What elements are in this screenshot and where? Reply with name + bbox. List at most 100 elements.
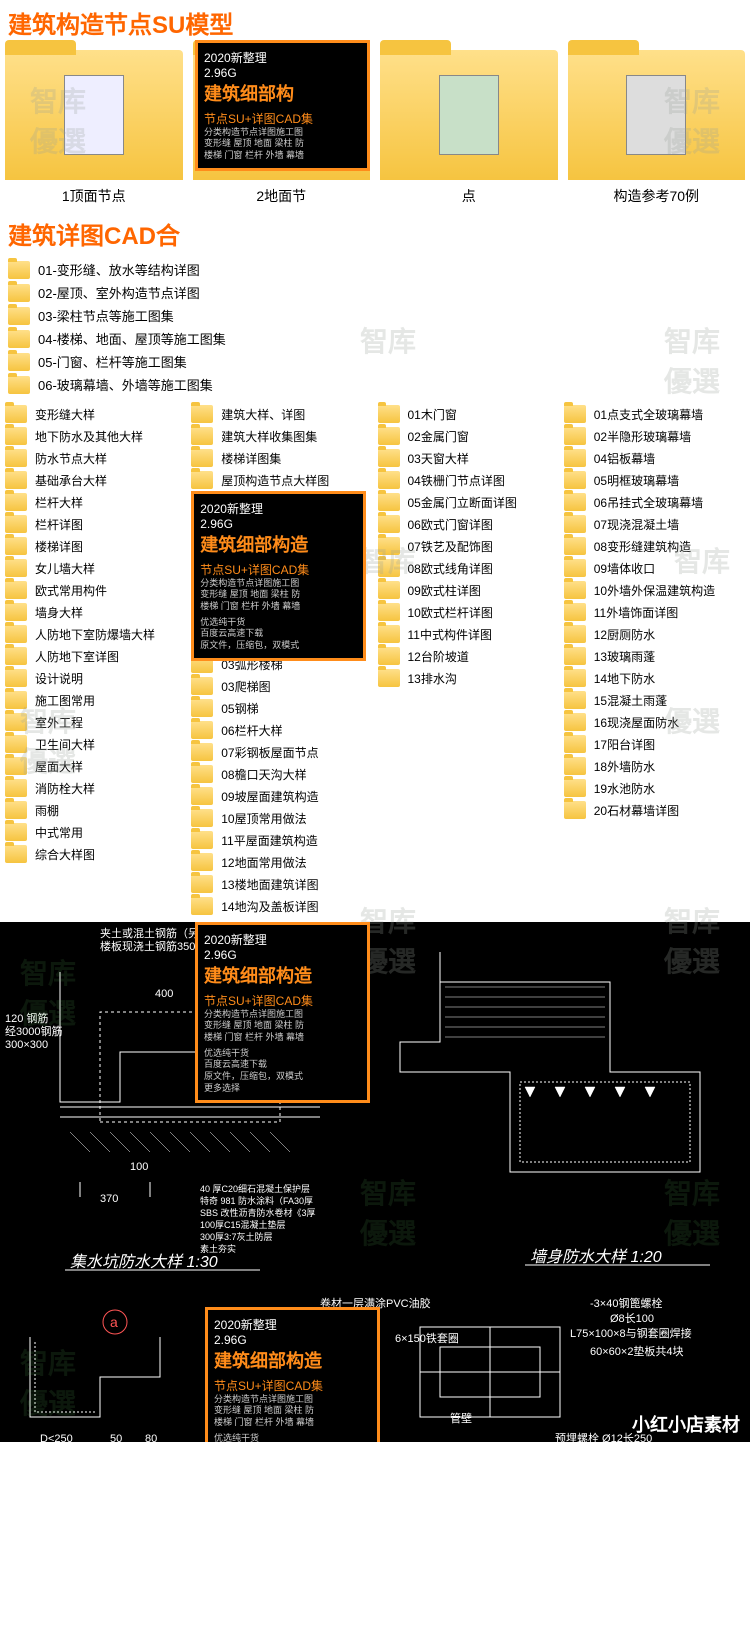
folder-item[interactable]: 屋顶构造节点大样图 xyxy=(191,469,372,491)
folder-item[interactable]: 06吊挂式全玻璃幕墙 xyxy=(564,491,745,513)
svg-text:管壁: 管壁 xyxy=(450,1411,472,1425)
folder-item[interactable]: 01木门窗 xyxy=(378,403,559,425)
folder-item[interactable]: 13排水沟 xyxy=(378,667,559,689)
folder-item[interactable]: 综合大样图 xyxy=(5,843,186,865)
folder-label: 11中式构件详图 xyxy=(408,626,492,643)
folder-item[interactable]: 12地面常用做法 xyxy=(191,851,372,873)
folder-item[interactable]: 人防地下室详图 xyxy=(5,645,186,667)
folder-item[interactable]: 欧式常用构件 xyxy=(5,579,186,601)
folder-item[interactable]: 17阳台详图 xyxy=(564,733,745,755)
folder-item[interactable]: 防水节点大样 xyxy=(5,447,186,469)
folder-item[interactable]: 01-变形缝、放水等结构详图 xyxy=(8,258,742,281)
folder-item[interactable]: 建筑大样、详图 xyxy=(191,403,372,425)
folder-icon xyxy=(5,515,27,533)
folder-item[interactable]: 02-屋顶、室外构造节点详图 xyxy=(8,281,742,304)
folder-icon xyxy=(378,471,400,489)
folder-item[interactable]: 10欧式栏杆详图 xyxy=(378,601,559,623)
folder-item[interactable]: 地下防水及其他大样 xyxy=(5,425,186,447)
folder-item[interactable]: 女儿墙大样 xyxy=(5,557,186,579)
folder-item[interactable]: 03爬梯图 xyxy=(191,675,372,697)
folder-item[interactable]: 10外墙外保温建筑构造 xyxy=(564,579,745,601)
folder-item[interactable]: 栏杆详图 xyxy=(5,513,186,535)
folder-item[interactable]: 06欧式门窗详图 xyxy=(378,513,559,535)
folder-item[interactable]: 屋面大样 xyxy=(5,755,186,777)
folder-item[interactable]: 19水池防水 xyxy=(564,777,745,799)
folder-item[interactable]: 变形缝大样 xyxy=(5,403,186,425)
folder-item[interactable]: 05金属门立断面详图 xyxy=(378,491,559,513)
folder-item[interactable]: 11中式构件详图 xyxy=(378,623,559,645)
section1-title: 建筑构造节点SU模型 xyxy=(0,0,750,45)
big-folder[interactable]: 点 xyxy=(380,50,558,206)
folder-label: 06-玻璃幕墙、外墙等施工图集 xyxy=(38,375,213,394)
folder-item[interactable]: 墙身大样 xyxy=(5,601,186,623)
folder-item[interactable]: 02金属门窗 xyxy=(378,425,559,447)
folder-item[interactable]: 雨棚 xyxy=(5,799,186,821)
folder-item[interactable]: 楼梯详图集 xyxy=(191,447,372,469)
folder-item[interactable]: 18外墙防水 xyxy=(564,755,745,777)
folder-item[interactable]: 建筑大样收集图集 xyxy=(191,425,372,447)
svg-text:300厚3:7灰土防层: 300厚3:7灰土防层 xyxy=(200,1231,273,1242)
folder-item[interactable]: 栏杆大样 xyxy=(5,491,186,513)
svg-text:6×150铁套圈: 6×150铁套圈 xyxy=(395,1332,459,1345)
folder-item[interactable]: 08檐口天沟大样 xyxy=(191,763,372,785)
folder-item[interactable]: 16现浇屋面防水 xyxy=(564,711,745,733)
folder-item[interactable]: 楼梯详图 xyxy=(5,535,186,557)
svg-text:300×300: 300×300 xyxy=(5,1039,48,1051)
folder-item[interactable]: 卫生间大样 xyxy=(5,733,186,755)
svg-text:经3000钢筋: 经3000钢筋 xyxy=(5,1024,62,1038)
folder-item[interactable]: 05-门窗、栏杆等施工图集 xyxy=(8,350,742,373)
folder-item[interactable]: 施工图常用 xyxy=(5,689,186,711)
folder-label: 设计说明 xyxy=(35,670,83,687)
folder-label: 2地面节 xyxy=(193,180,371,206)
folder-item[interactable]: 11平屋面建筑构造 xyxy=(191,829,372,851)
folder-item[interactable]: 03-梁柱节点等施工图集 xyxy=(8,304,742,327)
folder-item[interactable]: 13玻璃雨蓬 xyxy=(564,645,745,667)
svg-text:400: 400 xyxy=(155,988,173,1000)
folder-label: 女儿墙大样 xyxy=(35,560,95,577)
folder-icon xyxy=(5,647,27,665)
folder-item[interactable]: 12厨厕防水 xyxy=(564,623,745,645)
folder-item[interactable]: 15混凝土雨蓬 xyxy=(564,689,745,711)
folder-item[interactable]: 05钢梯 xyxy=(191,697,372,719)
folder-item[interactable]: 09坡屋面建筑构造 xyxy=(191,785,372,807)
folder-item[interactable]: 20石材幕墙详图 xyxy=(564,799,745,821)
folder-item[interactable]: 01点支式全玻璃幕墙 xyxy=(564,403,745,425)
folder-item[interactable]: 04-楼梯、地面、屋顶等施工图集 xyxy=(8,327,742,350)
folder-label: 02-屋顶、室外构造节点详图 xyxy=(38,283,200,302)
folder-item[interactable]: 14地下防水 xyxy=(564,667,745,689)
folder-item[interactable]: 10屋顶常用做法 xyxy=(191,807,372,829)
svg-text:100厚C15混凝土垫层: 100厚C15混凝土垫层 xyxy=(200,1219,286,1230)
big-folder[interactable]: 1顶面节点 xyxy=(5,50,183,206)
folder-item[interactable]: 06栏杆大样 xyxy=(191,719,372,741)
folder-item[interactable]: 设计说明 xyxy=(5,667,186,689)
folder-icon xyxy=(191,853,213,871)
folder-item[interactable]: 11外墙饰面详图 xyxy=(564,601,745,623)
folder-item[interactable]: 02半隐形玻璃幕墙 xyxy=(564,425,745,447)
folder-item[interactable]: 人防地下室防爆墙大样 xyxy=(5,623,186,645)
folder-item[interactable]: 06-玻璃幕墙、外墙等施工图集 xyxy=(8,373,742,396)
folder-item[interactable]: 中式常用 xyxy=(5,821,186,843)
folder-item[interactable]: 04铁栅门节点详图 xyxy=(378,469,559,491)
folder-item[interactable]: 08欧式线角详图 xyxy=(378,557,559,579)
big-folder[interactable]: 构造参考70例 xyxy=(568,50,746,206)
folder-icon xyxy=(564,669,586,687)
folder-item[interactable]: 14地沟及盖板详图 xyxy=(191,895,372,917)
folder-item[interactable]: 09欧式柱详图 xyxy=(378,579,559,601)
folder-icon xyxy=(564,427,586,445)
folder-item[interactable]: 07彩钢板屋面节点 xyxy=(191,741,372,763)
folder-icon xyxy=(564,691,586,709)
folder-item[interactable]: 消防栓大样 xyxy=(5,777,186,799)
folder-item[interactable]: 07现浇混凝土墙 xyxy=(564,513,745,535)
folder-item[interactable]: 07铁艺及配饰图 xyxy=(378,535,559,557)
folder-item[interactable]: 09墙体收口 xyxy=(564,557,745,579)
folder-item[interactable]: 08变形缝建筑构造 xyxy=(564,535,745,557)
folder-item[interactable]: 基础承台大样 xyxy=(5,469,186,491)
folder-item[interactable]: 12台阶坡道 xyxy=(378,645,559,667)
folder-item[interactable]: 05明框玻璃幕墙 xyxy=(564,469,745,491)
folder-item[interactable]: 04铝板幕墙 xyxy=(564,447,745,469)
folder-item[interactable]: 室外工程 xyxy=(5,711,186,733)
folder-item[interactable]: 13楼地面建筑详图 xyxy=(191,873,372,895)
folder-icon xyxy=(5,779,27,797)
folder-icon xyxy=(191,765,213,783)
folder-item[interactable]: 03天窗大样 xyxy=(378,447,559,469)
